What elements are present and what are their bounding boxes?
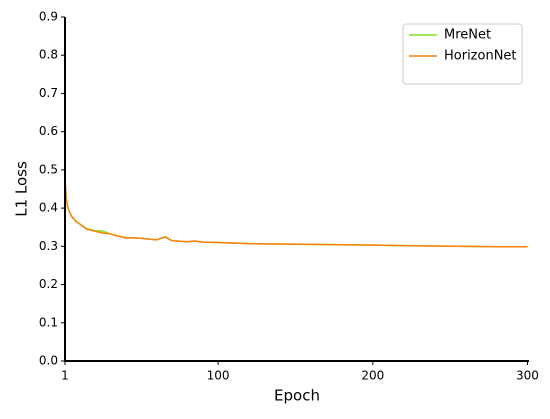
x-axis-label: Epoch — [274, 387, 320, 405]
y-tick-label: 0.1 — [39, 315, 58, 329]
y-tick-label: 0.2 — [39, 277, 58, 291]
series-line — [64, 181, 528, 248]
x-tick-label: 200 — [361, 369, 384, 383]
legend-label: HorizonNet — [444, 49, 517, 64]
y-tick-label: 0.3 — [39, 239, 58, 253]
x-tick-label: 100 — [207, 369, 230, 383]
y-tick-label: 0.6 — [39, 124, 58, 138]
legend-box — [402, 23, 523, 85]
y-tick-label: 0.7 — [39, 86, 58, 100]
y-tick-label: 0.9 — [39, 10, 58, 24]
legend-label: MreNet — [444, 28, 491, 43]
y-tick-label: 0.8 — [39, 48, 58, 62]
y-tick-label: 0.5 — [39, 162, 58, 176]
y-tick-label: 0.0 — [39, 354, 58, 368]
y-axis-label: L1 Loss — [13, 161, 31, 217]
y-tick-label: 0.4 — [39, 201, 58, 215]
x-tick-label: 300 — [516, 369, 539, 383]
series-line — [64, 181, 528, 248]
x-tick-label: 1 — [61, 369, 69, 383]
